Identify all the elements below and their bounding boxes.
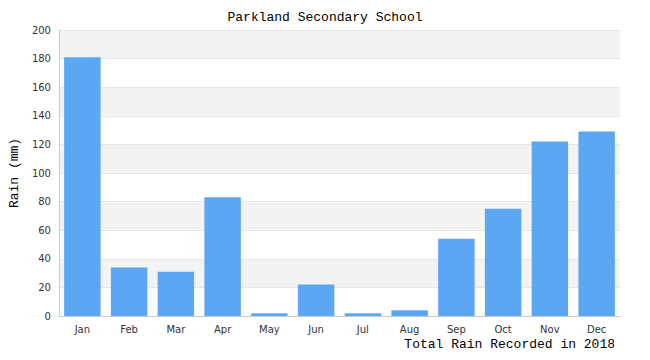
svg-text:Rain (mm): Rain (mm) (7, 138, 22, 208)
svg-text:Total Rain Recorded in 2018: Total Rain Recorded in 2018 (404, 337, 615, 352)
svg-text:Apr: Apr (214, 324, 232, 335)
svg-text:20: 20 (38, 282, 51, 293)
svg-text:160: 160 (32, 82, 51, 93)
svg-text:Oct: Oct (494, 324, 511, 335)
svg-text:Mar: Mar (166, 324, 186, 335)
svg-text:80: 80 (38, 196, 51, 207)
svg-text:200: 200 (32, 25, 51, 36)
svg-text:Aug: Aug (400, 324, 420, 335)
svg-text:180: 180 (32, 53, 51, 64)
svg-text:120: 120 (32, 139, 51, 150)
svg-text:Sep: Sep (447, 324, 466, 335)
svg-text:Jul: Jul (356, 324, 369, 335)
svg-text:100: 100 (32, 168, 51, 179)
svg-text:60: 60 (38, 225, 51, 236)
svg-text:Feb: Feb (120, 324, 138, 335)
svg-text:Jun: Jun (307, 324, 324, 335)
svg-text:140: 140 (32, 110, 51, 121)
svg-text:Dec: Dec (587, 324, 606, 335)
svg-text:0: 0 (45, 311, 51, 322)
svg-text:Parkland Secondary School: Parkland Secondary School (227, 10, 422, 25)
svg-text:Jan: Jan (74, 324, 90, 335)
svg-text:May: May (259, 324, 280, 335)
svg-text:40: 40 (38, 253, 51, 264)
svg-text:Nov: Nov (540, 324, 560, 335)
